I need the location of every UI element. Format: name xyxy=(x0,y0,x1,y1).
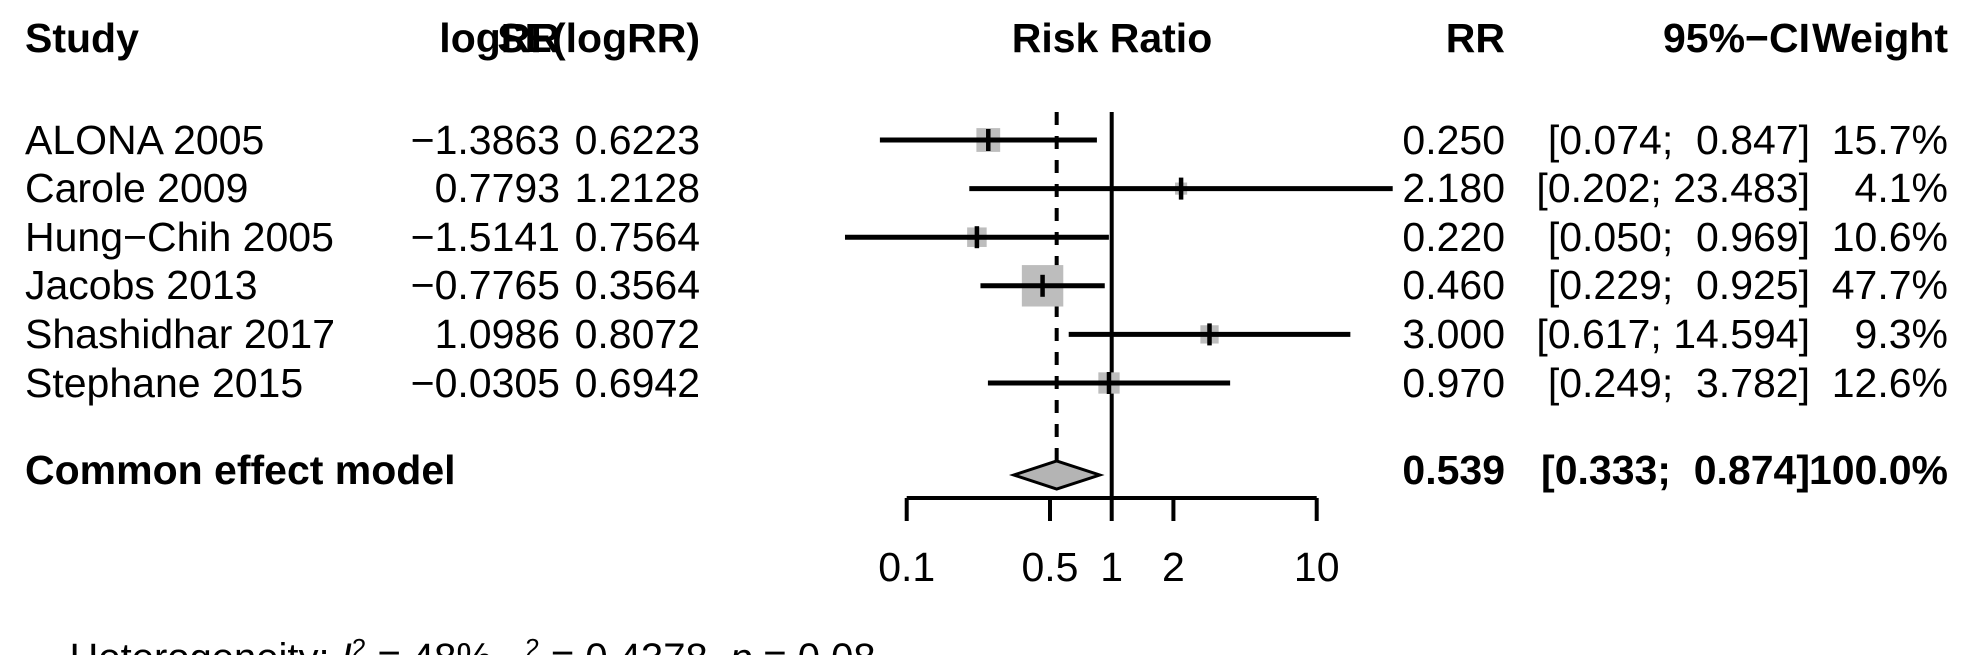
weight-value: 9.3% xyxy=(1854,311,1948,357)
rr-value: 0.460 xyxy=(1402,262,1505,308)
point-estimate-tick xyxy=(986,129,991,151)
column-header-rr: RR xyxy=(1445,15,1505,61)
het-p-value: = 0.08 xyxy=(752,636,875,655)
ci-value: [0.202; 23.483] xyxy=(1536,165,1810,211)
weight-value: 12.6% xyxy=(1831,360,1948,406)
se-value: 0.3564 xyxy=(574,262,700,308)
point-estimate-tick xyxy=(974,226,980,249)
study-name: Jacobs 2013 xyxy=(25,262,258,308)
summary-rr: 0.539 xyxy=(1402,447,1505,493)
x-axis-tick-label: 0.1 xyxy=(878,544,935,590)
het-i-value: = 48%, xyxy=(366,636,525,655)
ci-value: [0.229; 0.925] xyxy=(1547,262,1810,308)
summary-ci: [0.333; 0.874] xyxy=(1541,447,1810,493)
rr-value: 0.250 xyxy=(1402,117,1505,163)
ci-value: [0.050; 0.969] xyxy=(1547,214,1810,260)
column-header-weight: Weight xyxy=(1812,15,1948,61)
het-i-sup: 2 xyxy=(351,633,367,655)
logrr-value: 0.7793 xyxy=(434,165,560,211)
logrr-value: 1.0986 xyxy=(434,311,560,357)
se-value: 0.7564 xyxy=(574,214,700,260)
column-header-logrr: logRR xyxy=(439,15,560,61)
column-header-study: Study xyxy=(25,15,139,61)
column-header-risk-ratio: Risk Ratio xyxy=(1011,15,1213,61)
study-name: Hung−Chih 2005 xyxy=(25,214,334,260)
summary-label: Common effect model xyxy=(25,447,456,493)
x-axis-tick-label: 0.5 xyxy=(1021,544,1078,590)
logrr-value: −1.5141 xyxy=(410,214,560,260)
ci-value: [0.617; 14.594] xyxy=(1536,311,1810,357)
x-axis-tick-label: 2 xyxy=(1162,544,1185,590)
logrr-value: −1.3863 xyxy=(410,117,560,163)
het-tau-sup: 2 xyxy=(525,633,540,655)
point-estimate-tick xyxy=(1040,274,1045,297)
het-i-symbol: I xyxy=(341,636,352,655)
logrr-value: −0.7765 xyxy=(410,262,560,308)
ci-value: [0.249; 3.782] xyxy=(1547,360,1810,406)
rr-value: 2.180 xyxy=(1402,165,1505,211)
weight-value: 4.1% xyxy=(1854,165,1948,211)
heterogeneity-note: Heterogeneity: I2 = 48%, 2 = 0.4378, p =… xyxy=(25,588,875,655)
column-header-ci: 95%−CI xyxy=(1662,15,1810,61)
study-name: Carole 2009 xyxy=(25,165,249,211)
x-axis-tick-label: 1 xyxy=(1100,544,1123,590)
study-name: Shashidhar 2017 xyxy=(25,311,336,357)
summary-weight: 100.0% xyxy=(1808,447,1948,493)
point-estimate-tick xyxy=(1106,372,1112,394)
se-value: 1.2128 xyxy=(574,165,700,211)
weight-value: 10.6% xyxy=(1831,214,1948,260)
rr-value: 3.000 xyxy=(1402,311,1505,357)
het-prefix: Heterogeneity: xyxy=(69,636,340,655)
rr-value: 0.970 xyxy=(1402,360,1505,406)
summary-diamond xyxy=(1008,459,1105,491)
study-name: ALONA 2005 xyxy=(25,117,265,163)
x-axis-tick-label: 10 xyxy=(1294,544,1340,590)
study-name: Stephane 2015 xyxy=(25,360,304,406)
het-p-symbol: p xyxy=(730,636,752,655)
point-estimate-tick xyxy=(1178,177,1184,200)
ci-value: [0.074; 0.847] xyxy=(1547,117,1810,163)
weight-value: 15.7% xyxy=(1831,117,1948,163)
weight-value: 47.7% xyxy=(1831,262,1948,308)
logrr-value: −0.0305 xyxy=(410,360,560,406)
column-header-se: SE(logRR) xyxy=(497,15,700,61)
het-tau-value: = 0.4378, xyxy=(540,636,730,655)
point-estimate-tick xyxy=(1207,323,1212,346)
se-value: 0.8072 xyxy=(574,311,700,357)
rr-value: 0.220 xyxy=(1402,214,1505,260)
se-value: 0.6942 xyxy=(574,360,700,406)
se-value: 0.6223 xyxy=(574,117,700,163)
